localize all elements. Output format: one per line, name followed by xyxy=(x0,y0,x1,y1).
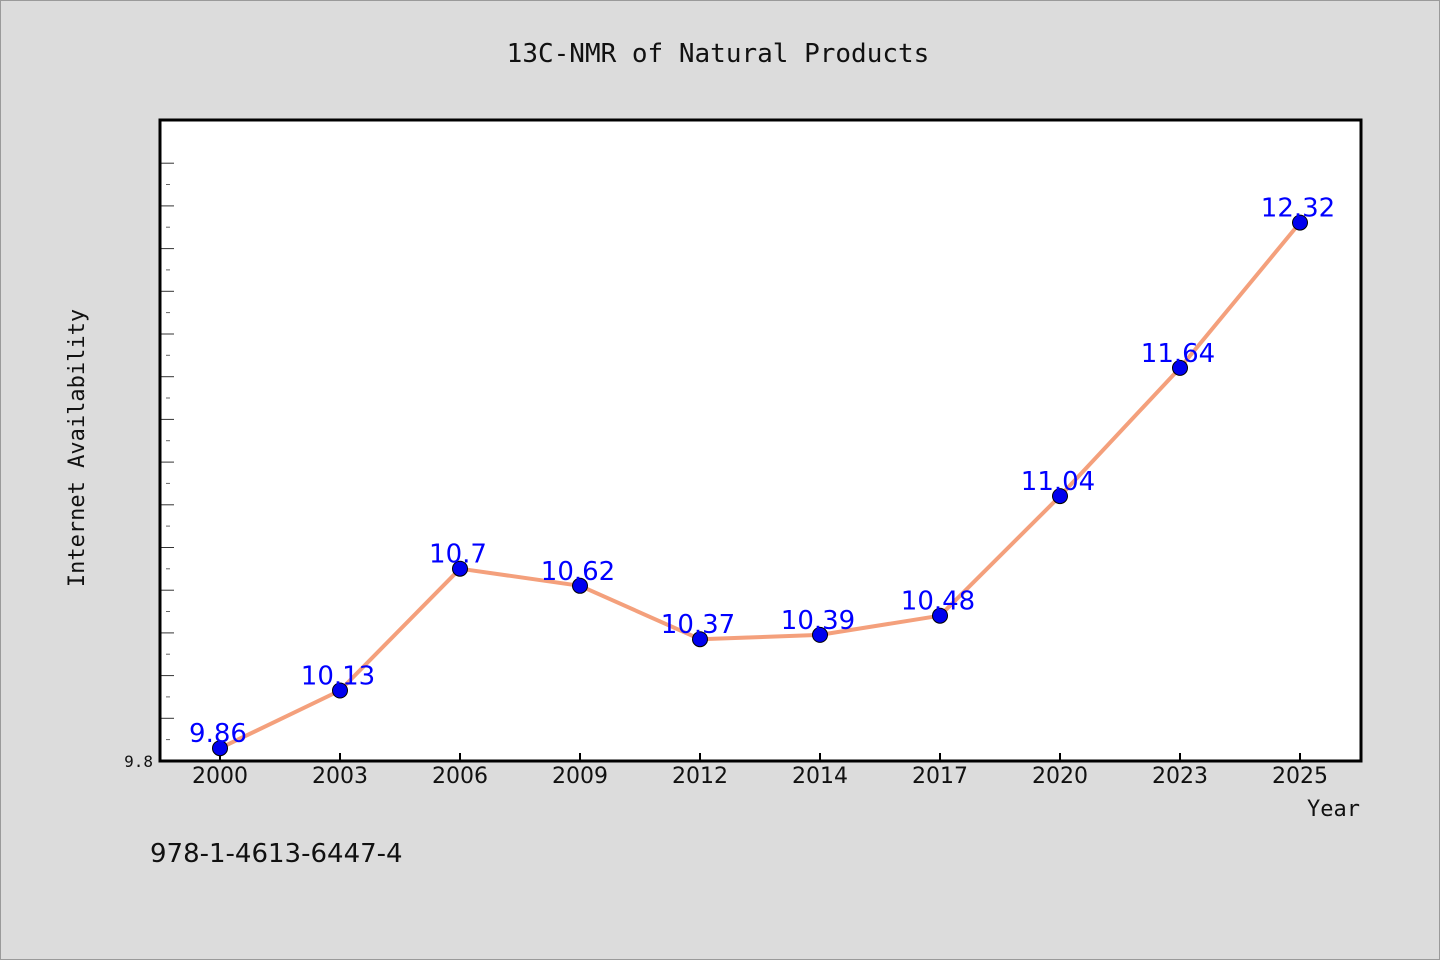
data-label: 10.62 xyxy=(541,557,615,587)
data-point xyxy=(572,577,588,594)
x-tick-label: 2020 xyxy=(1032,764,1088,789)
series-labels-group: 9.86 10.13 10.7 10.62 10.37 10.39 10.48 11.04 11… xyxy=(189,194,1335,750)
data-label: 10.7 xyxy=(429,540,487,570)
data-label: 11.04 xyxy=(1021,467,1095,497)
x-tick-label: 2017 xyxy=(912,764,968,789)
data-label: 10.48 xyxy=(901,587,975,617)
data-point xyxy=(1172,359,1188,376)
x-ticks: 2000 2003 2006 2009 2012 2014 2017 2020 2023 2025 xyxy=(192,753,1328,789)
data-label: 11.64 xyxy=(1141,339,1215,369)
x-tick-label: 2009 xyxy=(552,764,608,789)
data-label: 10.13 xyxy=(301,662,375,692)
data-label: 12.32 xyxy=(1261,194,1335,224)
data-point xyxy=(692,631,708,648)
y-axis-label: Internet Availability xyxy=(65,309,90,587)
x-tick-label: 2003 xyxy=(312,764,368,789)
x-tick-label: 2006 xyxy=(432,764,488,789)
y-tick-label: 9.8 xyxy=(124,752,153,771)
chart-title: 13C-NMR of Natural Products xyxy=(507,39,930,69)
data-point xyxy=(212,740,228,757)
series-line-group xyxy=(219,221,1302,751)
data-point xyxy=(932,607,948,624)
plot-area xyxy=(160,120,1361,761)
data-point xyxy=(1052,488,1068,505)
x-tick-label: 2012 xyxy=(672,764,728,789)
data-label: 10.39 xyxy=(781,606,855,636)
series-points-group xyxy=(212,214,1308,757)
x-axis-label: Year xyxy=(1307,797,1360,822)
x-tick-label: 2014 xyxy=(792,764,848,789)
x-tick-label: 2023 xyxy=(1152,764,1208,789)
data-label: 9.86 xyxy=(189,719,247,749)
y-minor-ticks xyxy=(160,162,174,741)
x-tick-label: 2000 xyxy=(192,764,248,789)
series-line xyxy=(219,221,1302,751)
data-point xyxy=(332,682,348,699)
data-point xyxy=(812,626,828,643)
data-point xyxy=(1292,214,1308,231)
data-label: 10.37 xyxy=(661,610,735,640)
isbn-footer: 978-1-4613-6447-4 xyxy=(150,839,403,869)
x-tick-label: 2025 xyxy=(1272,764,1328,789)
data-point xyxy=(452,560,468,577)
plot-border xyxy=(158,118,1363,763)
